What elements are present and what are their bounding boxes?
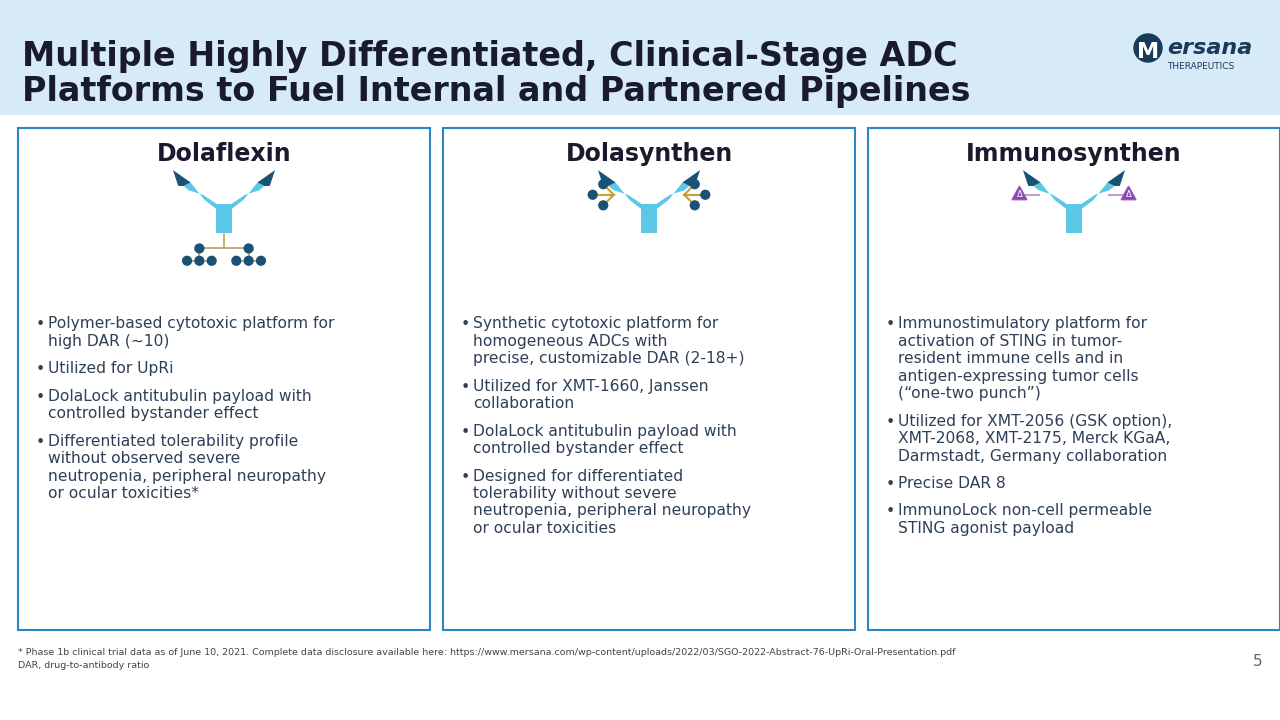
Text: collaboration: collaboration: [474, 396, 575, 411]
Circle shape: [589, 190, 596, 199]
Text: THERAPEUTICS: THERAPEUTICS: [1167, 62, 1234, 71]
Polygon shape: [657, 182, 690, 209]
Text: •: •: [461, 469, 470, 485]
Text: •: •: [886, 477, 895, 492]
Text: Utilized for UpRi: Utilized for UpRi: [49, 361, 174, 376]
Polygon shape: [1012, 186, 1027, 199]
Circle shape: [244, 244, 253, 253]
Text: precise, customizable DAR (2-18+): precise, customizable DAR (2-18+): [474, 351, 745, 366]
Text: Designed for differentiated: Designed for differentiated: [474, 469, 684, 484]
Text: controlled bystander effect: controlled bystander effect: [49, 406, 259, 421]
Polygon shape: [257, 170, 275, 186]
Circle shape: [690, 201, 699, 210]
Text: •: •: [461, 317, 470, 332]
Text: M: M: [1137, 42, 1160, 62]
Circle shape: [701, 190, 709, 199]
Text: XMT-2068, XMT-2175, Merck KGaA,: XMT-2068, XMT-2175, Merck KGaA,: [899, 431, 1170, 446]
Text: Darmstadt, Germany collaboration: Darmstadt, Germany collaboration: [899, 449, 1167, 464]
Polygon shape: [608, 182, 641, 209]
Text: •: •: [461, 379, 470, 395]
FancyBboxPatch shape: [18, 128, 430, 630]
Text: or ocular toxicities*: or ocular toxicities*: [49, 486, 200, 501]
Text: activation of STING in tumor-: activation of STING in tumor-: [899, 333, 1123, 348]
Text: resident immune cells and in: resident immune cells and in: [899, 351, 1124, 366]
Text: DolaLock antitubulin payload with: DolaLock antitubulin payload with: [474, 423, 737, 438]
Text: Differentiated tolerability profile: Differentiated tolerability profile: [49, 433, 298, 449]
Text: •: •: [461, 425, 470, 439]
Circle shape: [244, 256, 253, 265]
Text: Δ: Δ: [1016, 190, 1023, 199]
Circle shape: [599, 180, 608, 189]
Polygon shape: [1033, 182, 1066, 209]
FancyBboxPatch shape: [443, 128, 855, 630]
Polygon shape: [1023, 170, 1041, 186]
Polygon shape: [216, 204, 232, 233]
Text: Platforms to Fuel Internal and Partnered Pipelines: Platforms to Fuel Internal and Partnered…: [22, 75, 970, 108]
Text: •: •: [36, 362, 45, 377]
Text: without observed severe: without observed severe: [49, 451, 241, 466]
FancyBboxPatch shape: [0, 0, 1280, 115]
FancyBboxPatch shape: [868, 128, 1280, 630]
Polygon shape: [1107, 170, 1125, 186]
Text: STING agonist payload: STING agonist payload: [899, 521, 1074, 536]
Text: high DAR (~10): high DAR (~10): [49, 333, 169, 348]
Circle shape: [232, 256, 241, 265]
Text: antigen-expressing tumor cells: antigen-expressing tumor cells: [899, 369, 1139, 384]
Text: Polymer-based cytotoxic platform for: Polymer-based cytotoxic platform for: [49, 316, 334, 331]
Polygon shape: [1066, 204, 1082, 233]
Polygon shape: [1121, 186, 1135, 199]
Text: Immunosynthen: Immunosynthen: [966, 142, 1181, 166]
Polygon shape: [682, 170, 700, 186]
Text: Synthetic cytotoxic platform for: Synthetic cytotoxic platform for: [474, 316, 718, 331]
Text: Utilized for XMT-2056 (GSK option),: Utilized for XMT-2056 (GSK option),: [899, 413, 1172, 428]
Circle shape: [207, 256, 216, 265]
Text: Dolaflexin: Dolaflexin: [156, 142, 292, 166]
Text: DolaLock antitubulin payload with: DolaLock antitubulin payload with: [49, 389, 312, 403]
Text: neutropenia, peripheral neuropathy: neutropenia, peripheral neuropathy: [49, 469, 326, 484]
Polygon shape: [641, 204, 657, 233]
Text: Precise DAR 8: Precise DAR 8: [899, 476, 1006, 491]
Text: •: •: [36, 434, 45, 449]
Text: * Phase 1b clinical trial data as of June 10, 2021. Complete data disclosure ava: * Phase 1b clinical trial data as of Jun…: [18, 648, 955, 657]
Text: •: •: [886, 415, 895, 430]
Text: •: •: [36, 317, 45, 332]
Text: ImmunoLock non-cell permeable: ImmunoLock non-cell permeable: [899, 503, 1152, 518]
Text: •: •: [886, 317, 895, 332]
Text: Multiple Highly Differentiated, Clinical-Stage ADC: Multiple Highly Differentiated, Clinical…: [22, 40, 957, 73]
Circle shape: [599, 201, 608, 210]
Text: controlled bystander effect: controlled bystander effect: [474, 441, 684, 456]
Text: Dolasynthen: Dolasynthen: [566, 142, 732, 166]
Polygon shape: [598, 170, 616, 186]
Text: Immunostimulatory platform for: Immunostimulatory platform for: [899, 316, 1147, 331]
Polygon shape: [1082, 182, 1115, 209]
Circle shape: [195, 244, 204, 253]
Circle shape: [690, 180, 699, 189]
Text: •: •: [886, 505, 895, 520]
Text: 5: 5: [1252, 654, 1262, 669]
FancyBboxPatch shape: [0, 115, 1280, 660]
Circle shape: [1134, 34, 1162, 62]
Text: (“one-two punch”): (“one-two punch”): [899, 386, 1041, 401]
Text: •: •: [36, 390, 45, 405]
Polygon shape: [173, 170, 191, 186]
Text: or ocular toxicities: or ocular toxicities: [474, 521, 616, 536]
Text: Δ: Δ: [1125, 190, 1132, 199]
Text: DAR, drug-to-antibody ratio: DAR, drug-to-antibody ratio: [18, 661, 150, 670]
Circle shape: [183, 256, 192, 265]
Circle shape: [195, 256, 204, 265]
Text: neutropenia, peripheral neuropathy: neutropenia, peripheral neuropathy: [474, 503, 751, 518]
Text: tolerability without severe: tolerability without severe: [474, 486, 677, 501]
Polygon shape: [232, 182, 265, 209]
Circle shape: [256, 256, 265, 265]
Text: Utilized for XMT-1660, Janssen: Utilized for XMT-1660, Janssen: [474, 379, 709, 394]
Polygon shape: [183, 182, 216, 209]
Text: homogeneous ADCs with: homogeneous ADCs with: [474, 333, 667, 348]
Text: ersana: ersana: [1167, 38, 1252, 58]
